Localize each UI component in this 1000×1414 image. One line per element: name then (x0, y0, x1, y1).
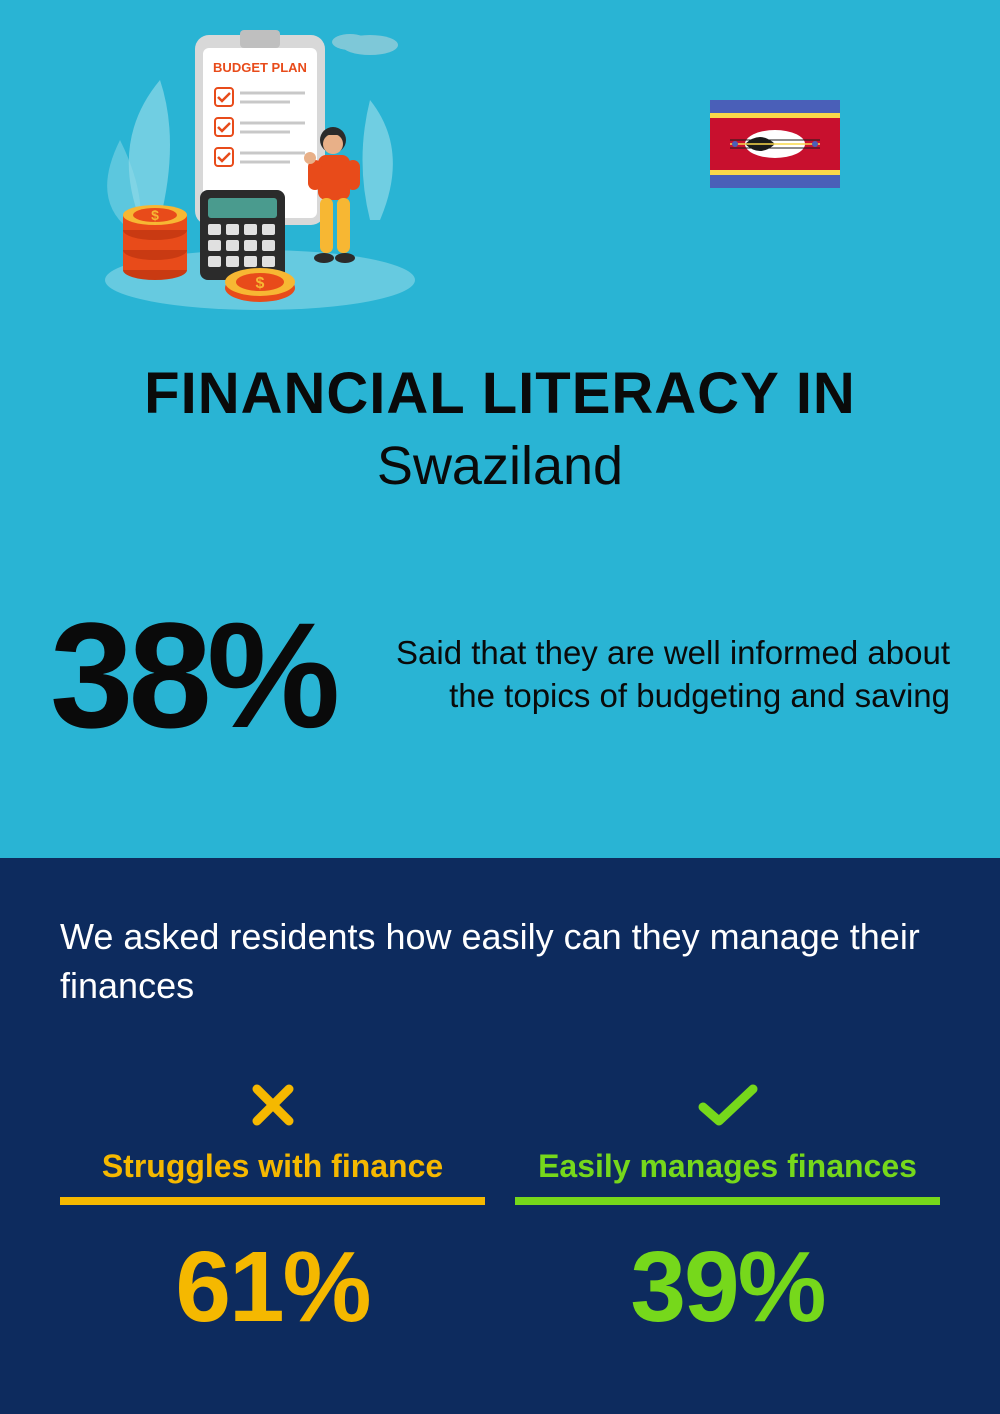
swaziland-flag (710, 100, 840, 188)
main-stat-description: Said that they are well informed about t… (375, 632, 950, 718)
title-main: FINANCIAL LITERACY IN (0, 360, 1000, 427)
struggles-value: 61% (60, 1230, 485, 1345)
title-country: Swaziland (0, 435, 1000, 497)
main-stat: 38% Said that they are well informed abo… (50, 600, 950, 750)
bottom-section: We asked residents how easily can they m… (0, 858, 1000, 1414)
svg-text:BUDGET PLAN: BUDGET PLAN (213, 60, 307, 75)
budget-illustration: BUDGET PLAN (100, 20, 420, 310)
title-block: FINANCIAL LITERACY IN Swaziland (0, 360, 1000, 497)
struggles-label: Struggles with finance (60, 1148, 485, 1185)
check-icon (515, 1070, 940, 1140)
comparison-row: Struggles with finance 61% Easily manage… (60, 1070, 940, 1345)
manages-value: 39% (515, 1230, 940, 1345)
struggles-column: Struggles with finance 61% (60, 1070, 485, 1345)
svg-text:$: $ (256, 275, 265, 292)
svg-text:$: $ (151, 207, 159, 223)
manages-label: Easily manages finances (515, 1148, 940, 1185)
manages-divider (515, 1197, 940, 1205)
manages-column: Easily manages finances 39% (515, 1070, 940, 1345)
x-icon (60, 1070, 485, 1140)
main-stat-value: 38% (50, 600, 335, 750)
top-section: BUDGET PLAN (0, 0, 1000, 858)
survey-question: We asked residents how easily can they m… (60, 913, 940, 1010)
struggles-divider (60, 1197, 485, 1205)
